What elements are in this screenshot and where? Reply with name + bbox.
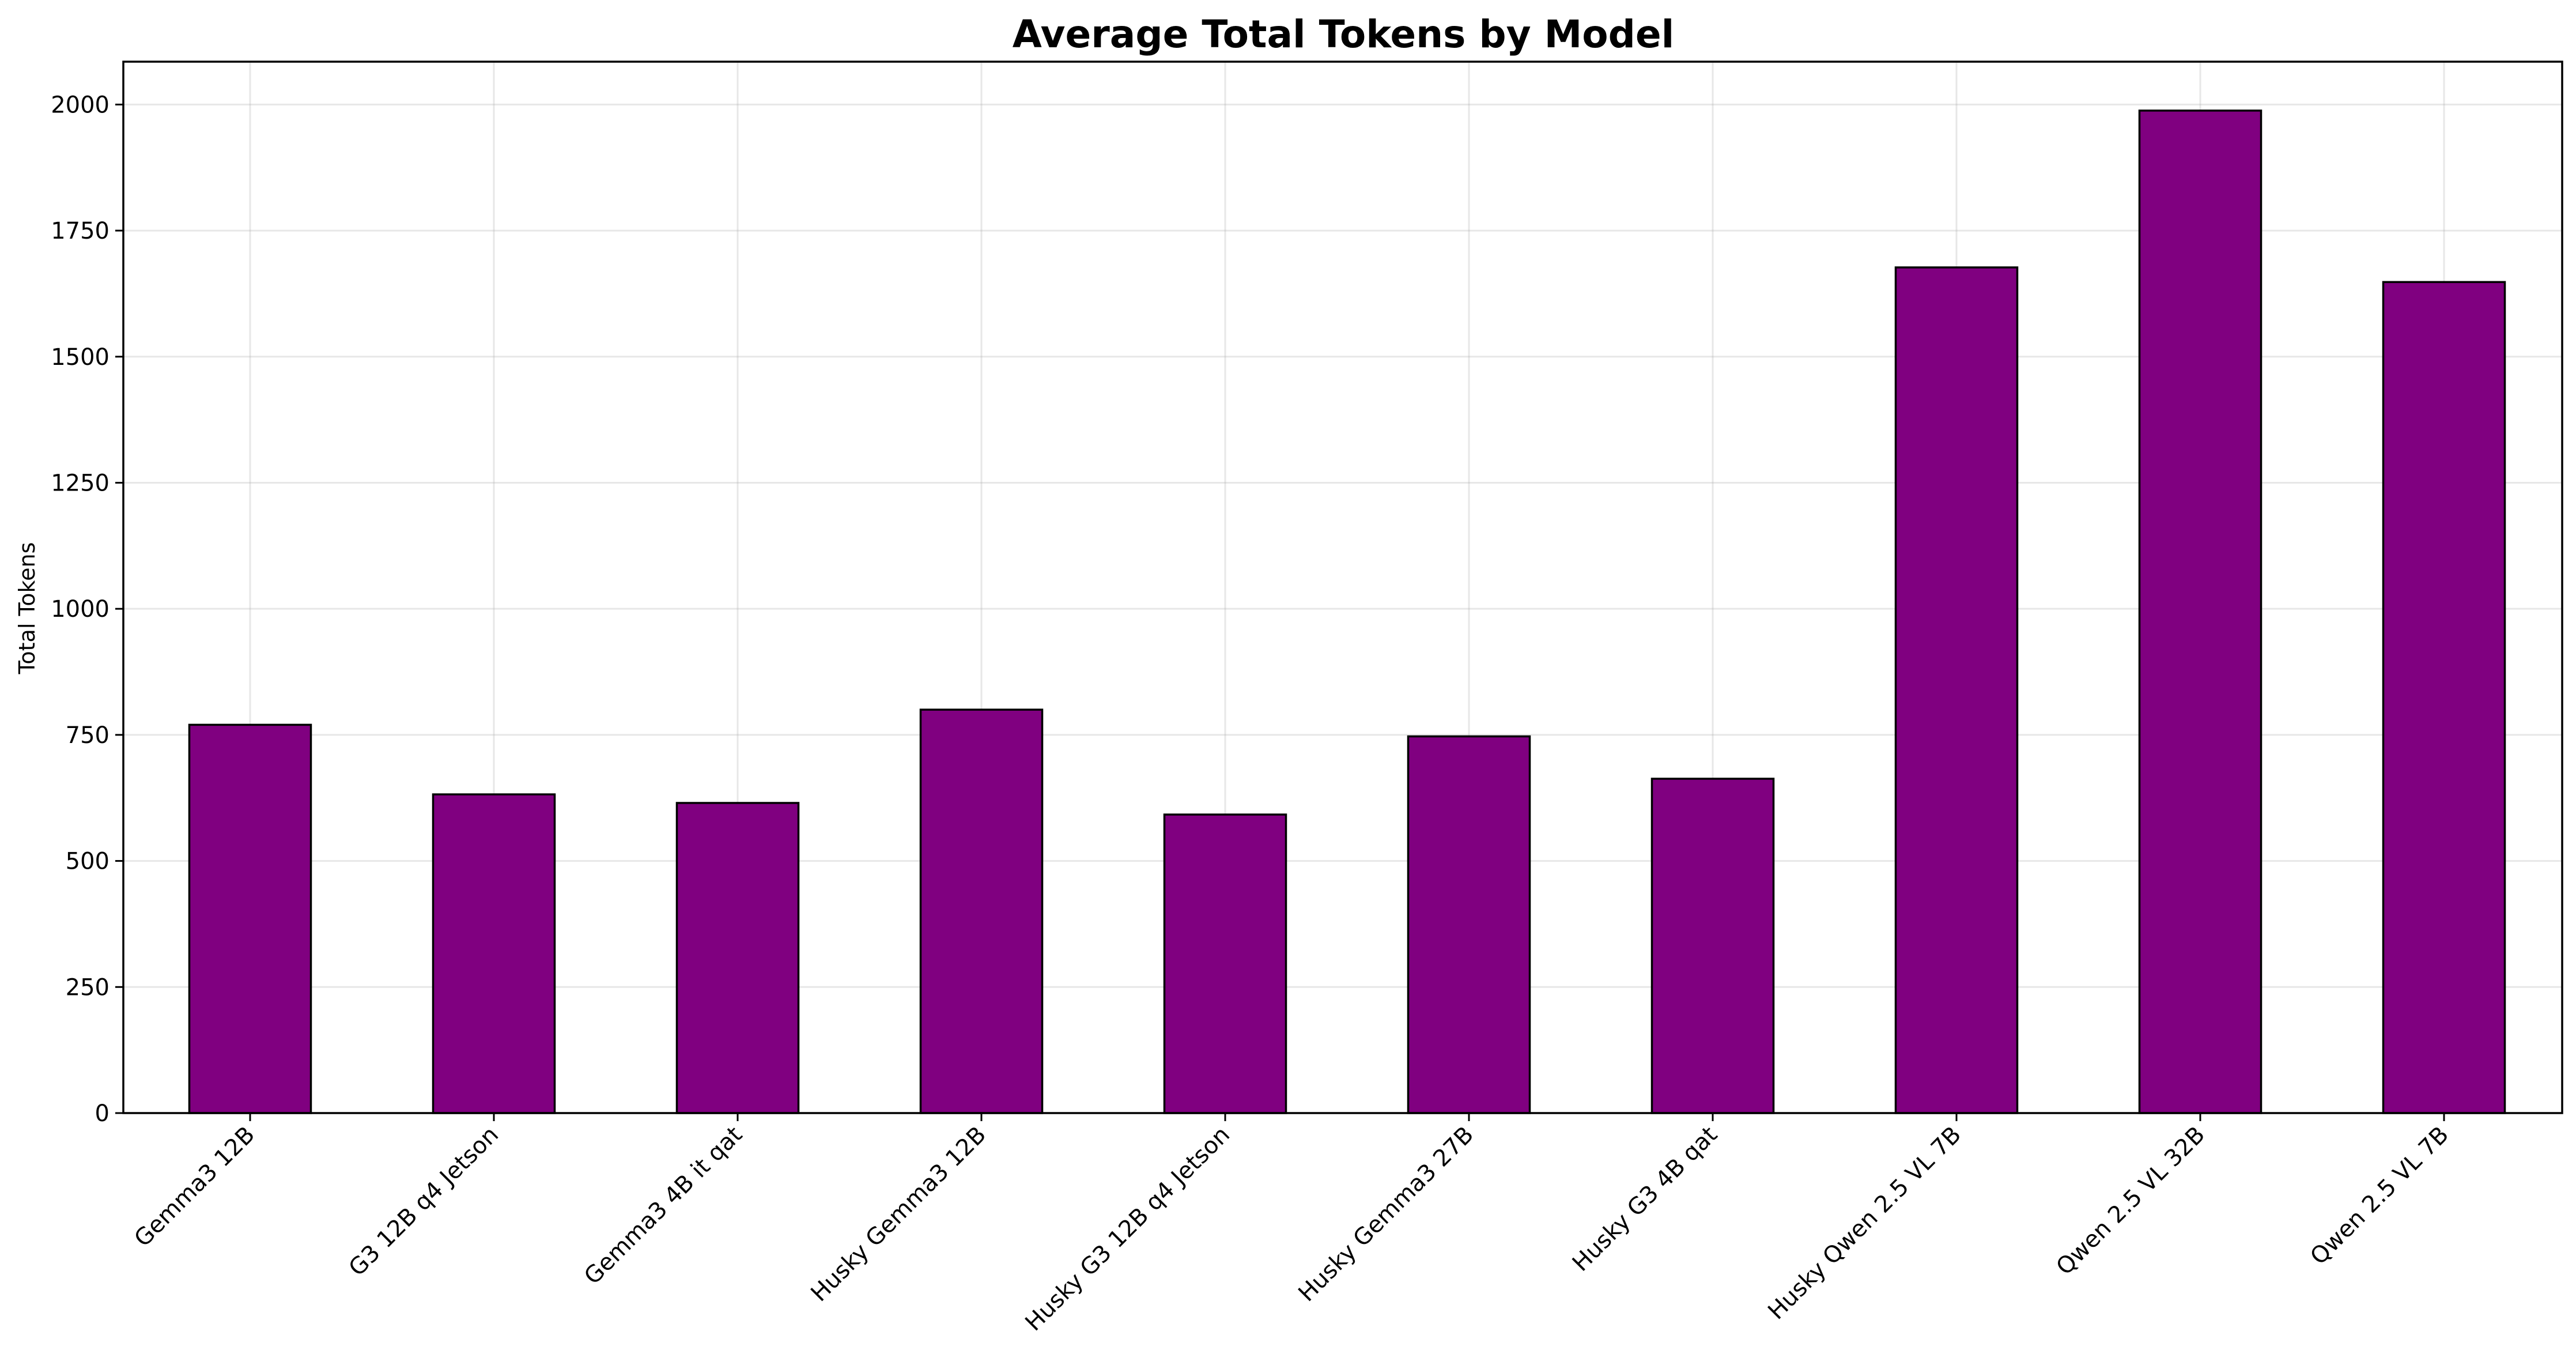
- bar-husky-g3-4b-qat: [1650, 778, 1775, 1114]
- x-tick-label: Husky G3 4B qat: [1567, 1122, 1723, 1277]
- x-tick-label: Husky Qwen 2.5 VL 7B: [1763, 1122, 1966, 1325]
- x-tick-label: Gemma3 12B: [129, 1122, 260, 1253]
- x-axis-ticks: Gemma3 12B G3 12B q4 Jetson Gemma3 4B it q…: [129, 1113, 2454, 1336]
- bar-gemma3-4b-it-qat: [675, 802, 800, 1114]
- bar-qwen-2-5-vl-32b: [2138, 110, 2263, 1114]
- y-tick-label: 0: [95, 1100, 109, 1127]
- bar-g3-12b-q4-jetson: [432, 793, 556, 1114]
- x-tick-label: Qwen 2.5 VL 7B: [2305, 1122, 2454, 1270]
- bar-husky-qwen-2-5-vl-7b: [1894, 266, 2019, 1114]
- x-tick-label: Qwen 2.5 VL 32B: [2051, 1122, 2210, 1281]
- y-axis-label: Total Tokens: [14, 542, 40, 675]
- y-tick-label: 1500: [51, 344, 109, 371]
- y-tick-label: 750: [66, 722, 109, 749]
- bars: [188, 110, 2506, 1114]
- bar-qwen-2-5-vl-7b: [2382, 281, 2506, 1114]
- y-tick-label: 1750: [51, 218, 109, 244]
- y-tick-label: 1250: [51, 470, 109, 496]
- chart-title: Average Total Tokens by Model: [1013, 12, 1675, 56]
- y-axis-ticks: 0 250 500 750 1000 1250 1500 1750 2000: [51, 92, 123, 1127]
- x-tick-label: G3 12B q4 Jetson: [344, 1122, 504, 1282]
- y-tick-label: 250: [66, 974, 109, 1001]
- x-tick-label: Husky Gemma3 12B: [806, 1122, 991, 1307]
- bar-husky-gemma3-27b: [1407, 735, 1531, 1114]
- x-tick-label: Gemma3 4B it qat: [579, 1122, 747, 1290]
- plot-area-frame: [122, 61, 2563, 1114]
- bar-husky-g3-12b-q4-jetson: [1163, 813, 1287, 1114]
- x-tick-label: Husky Gemma3 27B: [1293, 1122, 1479, 1307]
- x-tick-label: Husky G3 12B q4 Jetson: [1020, 1122, 1235, 1337]
- bar-husky-gemma3-12b: [919, 708, 1044, 1114]
- y-tick-label: 2000: [51, 92, 109, 118]
- y-tick-label: 1000: [51, 596, 109, 623]
- y-tick-label: 500: [66, 848, 109, 875]
- bar-gemma3-12b: [188, 723, 312, 1114]
